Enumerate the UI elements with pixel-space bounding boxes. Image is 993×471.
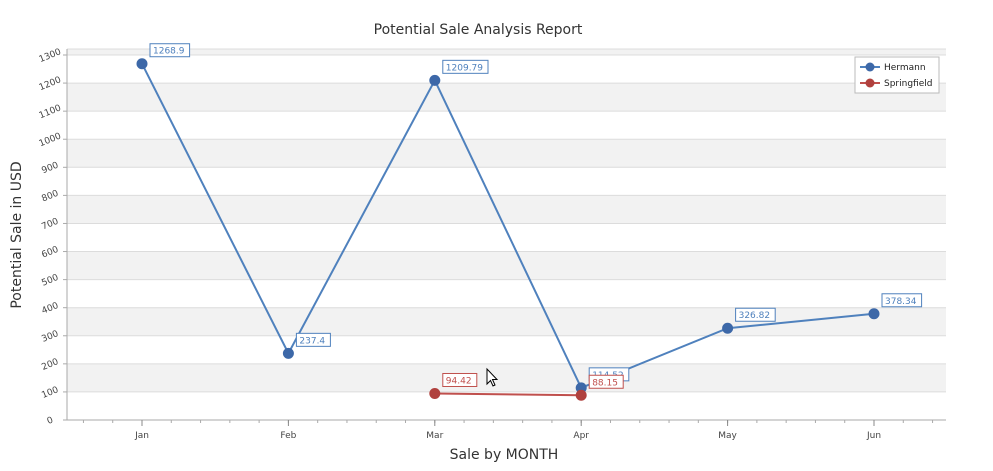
grid-band <box>67 83 946 112</box>
data-point <box>575 389 587 401</box>
x-tick-label: Jun <box>866 431 881 441</box>
y-axis-title: Potential Sale in USD <box>9 161 25 308</box>
x-tick-label: May <box>718 431 737 441</box>
mouse-cursor-icon <box>486 367 499 387</box>
series-line <box>434 392 582 397</box>
data-point <box>429 387 441 399</box>
data-label-box <box>149 43 191 58</box>
y-tick-label: 500 <box>40 273 60 289</box>
y-tick-label: 900 <box>40 160 60 176</box>
grid-band <box>67 195 946 224</box>
data-label: 88.15 <box>592 378 618 388</box>
y-tick-label: 300 <box>40 329 60 345</box>
x-axis-title: Sale by MONTH <box>450 447 559 463</box>
y-tick-label: 700 <box>40 217 60 233</box>
legend-label: Springfield <box>884 79 932 89</box>
data-point <box>136 58 148 70</box>
chart-title: Potential Sale Analysis Report <box>374 22 583 38</box>
y-tick-label: 600 <box>40 245 60 261</box>
y-tick-label: 1100 <box>38 103 63 121</box>
series-line <box>141 63 875 390</box>
data-point <box>868 308 880 320</box>
y-tick-label: 0 <box>46 415 55 427</box>
data-label-box <box>735 307 776 322</box>
series-layer <box>136 58 880 401</box>
data-label-box <box>442 59 489 74</box>
data-label: 1209.79 <box>446 63 483 73</box>
grid-band <box>67 49 946 55</box>
data-label: 326.82 <box>739 311 771 321</box>
data-label: 237.4 <box>299 336 325 346</box>
x-tick-label: Mar <box>426 431 443 441</box>
data-labels: 1268.9237.41209.79114.52326.82378.3494.4… <box>149 43 923 389</box>
x-tick-label: Apr <box>573 431 589 441</box>
grid-band <box>67 363 946 392</box>
data-label-box <box>881 293 923 308</box>
y-tick-label: 1200 <box>38 75 63 93</box>
grid-band <box>67 139 946 168</box>
grid-band <box>67 251 946 280</box>
data-point <box>722 322 734 334</box>
plot-area <box>66 48 946 421</box>
data-label-box <box>295 332 331 347</box>
legend-marker <box>865 78 875 88</box>
legend-label: Hermann <box>884 63 926 73</box>
data-point <box>282 347 294 359</box>
data-label-box <box>442 372 478 387</box>
x-tick-label: Feb <box>280 431 296 441</box>
y-tick-label: 1000 <box>38 131 63 149</box>
grid-band <box>67 307 946 336</box>
y-tick-label: 100 <box>40 385 60 401</box>
y-tick-label: 400 <box>40 301 60 317</box>
data-label-box <box>588 374 624 389</box>
x-tick-label: Jan <box>134 431 149 441</box>
data-label: 94.42 <box>446 376 472 386</box>
y-tick-label: 200 <box>40 357 60 373</box>
data-label: 1268.9 <box>153 47 185 57</box>
y-tick-label: 800 <box>40 189 60 205</box>
legend-marker <box>865 62 875 72</box>
x-axis: Jan Feb Mar Apr May Jun <box>82 420 934 441</box>
legend: Hermann Springfield <box>854 56 940 94</box>
y-tick-label: 1300 <box>38 47 63 65</box>
y-axis: 0 100 200 300 400 500 600 700 800 900 1000 1100 1200… <box>38 47 67 427</box>
data-point <box>429 74 441 86</box>
data-label: 378.34 <box>885 297 917 307</box>
